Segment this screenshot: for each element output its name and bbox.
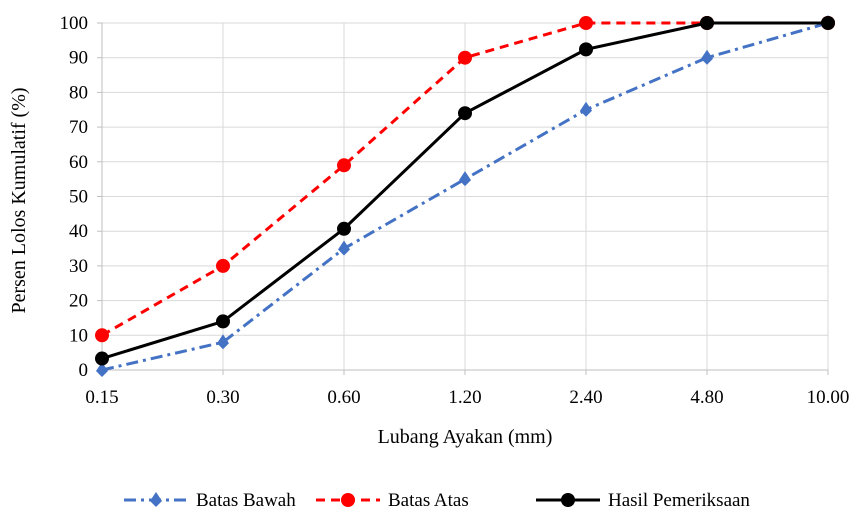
series-hasil-pemeriksaan	[95, 16, 835, 366]
data-point-diamond	[580, 101, 592, 117]
y-tick-label: 0	[79, 360, 89, 381]
x-tick-label: 1.20	[448, 387, 481, 408]
x-axis-title: Lubang Ayakan (mm)	[378, 426, 553, 448]
legend-swatch-marker	[150, 492, 162, 507]
y-tick-label: 20	[69, 291, 88, 312]
y-tick-label: 60	[69, 152, 88, 173]
legend-item: Hasil Pemeriksaan	[536, 490, 750, 511]
legend-item: Batas Atas	[316, 490, 469, 511]
data-point-circle	[216, 258, 230, 273]
x-tick-label: 10.00	[807, 387, 850, 408]
x-tick-label: 0.60	[327, 387, 360, 408]
data-point-diamond	[217, 334, 229, 350]
y-tick-label: 90	[69, 48, 88, 69]
data-point-circle	[579, 42, 593, 57]
gridlines	[102, 22, 829, 370]
y-tick-label: 50	[69, 187, 88, 208]
data-point-diamond	[459, 171, 471, 187]
legend-item: Batas Bawah	[124, 490, 296, 511]
y-tick-label: 100	[60, 13, 89, 34]
series-batas-bawah	[96, 15, 834, 377]
data-point-circle	[95, 351, 109, 366]
y-tick-label: 40	[69, 221, 88, 242]
data-point-circle	[700, 16, 714, 30]
legend-swatch-marker	[561, 493, 575, 507]
x-tick-label: 0.30	[206, 387, 239, 408]
data-point-circle	[458, 106, 472, 121]
data-point-diamond	[338, 240, 350, 256]
legend-label: Batas Atas	[388, 490, 469, 511]
y-tick-label: 30	[69, 256, 88, 277]
data-point-circle	[337, 221, 351, 236]
axes	[97, 22, 829, 375]
legend-swatch-marker	[341, 493, 355, 507]
y-tick-label: 80	[69, 82, 88, 103]
data-point-circle	[216, 314, 230, 329]
x-tick-label: 0.15	[85, 387, 118, 408]
data-point-circle	[95, 328, 109, 343]
x-tick-labels: 0.15 0.30 0.60 1.20 2.40 4.80 10.00	[85, 387, 849, 408]
legend: Batas Bawah Batas Atas Hasil Pemeriksaan	[124, 490, 750, 511]
data-point-circle	[337, 158, 351, 173]
data-point-circle	[821, 16, 835, 30]
data-point-circle	[579, 16, 593, 30]
data-point-circle	[458, 50, 472, 65]
legend-label: Batas Bawah	[196, 490, 296, 511]
y-tick-label: 10	[69, 325, 88, 346]
series-lines	[95, 15, 835, 377]
legend-label: Hasil Pemeriksaan	[608, 490, 750, 511]
y-axis-title: Persen Lolos Kumulatif (%)	[8, 87, 30, 313]
x-tick-label: 2.40	[569, 387, 602, 408]
y-tick-label: 70	[69, 117, 88, 138]
data-point-diamond	[701, 49, 713, 65]
x-tick-label: 4.80	[690, 387, 723, 408]
data-point-diamond	[96, 362, 108, 377]
y-tick-labels: 0 10 20 30 40 50 60 70 80 90 100	[60, 13, 89, 381]
